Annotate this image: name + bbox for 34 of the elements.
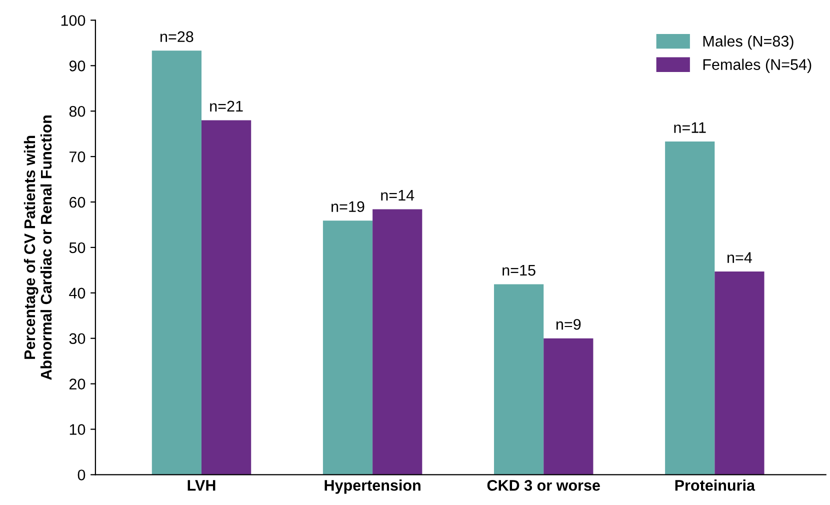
- y-tick-label: 0: [78, 470, 86, 480]
- y-tick-label: 100: [61, 15, 86, 26]
- y-tick-label: 10: [70, 424, 86, 435]
- legend-label: Males (N=83): [703, 35, 794, 50]
- bar: [322, 220, 373, 475]
- bar: [372, 209, 422, 475]
- bar: [152, 50, 202, 475]
- x-tick-label: Proteinuria: [675, 480, 756, 491]
- bar: [665, 142, 715, 475]
- annotation: n=15: [502, 265, 536, 276]
- legend-label: Females (N=54): [703, 58, 812, 73]
- bar: [714, 272, 764, 475]
- y-tick-label: 60: [70, 196, 86, 208]
- y-tick-label: 30: [69, 333, 86, 344]
- y-tick-label: 20: [70, 378, 86, 390]
- y-axis-title: Percentage of CV Patients with Abnormal Cardiac or Renal Function: [24, 116, 52, 380]
- annotation: n=11: [674, 122, 706, 133]
- x-tick-label: LVH: [188, 480, 216, 491]
- annotation: n=19: [332, 201, 364, 212]
- annotation: n=28: [160, 31, 194, 42]
- bar: [202, 120, 252, 475]
- annotation: n=4: [728, 252, 752, 263]
- annotation: n=9: [556, 318, 581, 330]
- bar: [544, 338, 594, 475]
- x-tick-label: CKD 3 or worse: [487, 480, 600, 491]
- y-tick-label: 90: [69, 60, 86, 72]
- y-tick-label: 40: [69, 288, 86, 299]
- annotation: n=14: [381, 190, 414, 201]
- y-tick-label: 80: [69, 106, 86, 117]
- x-tick-label: Hypertension: [324, 480, 420, 494]
- y-tick-label: 70: [70, 151, 86, 162]
- annotation: n=21: [210, 100, 243, 112]
- y-tick-label: 50: [69, 242, 86, 254]
- bar: [494, 284, 544, 475]
